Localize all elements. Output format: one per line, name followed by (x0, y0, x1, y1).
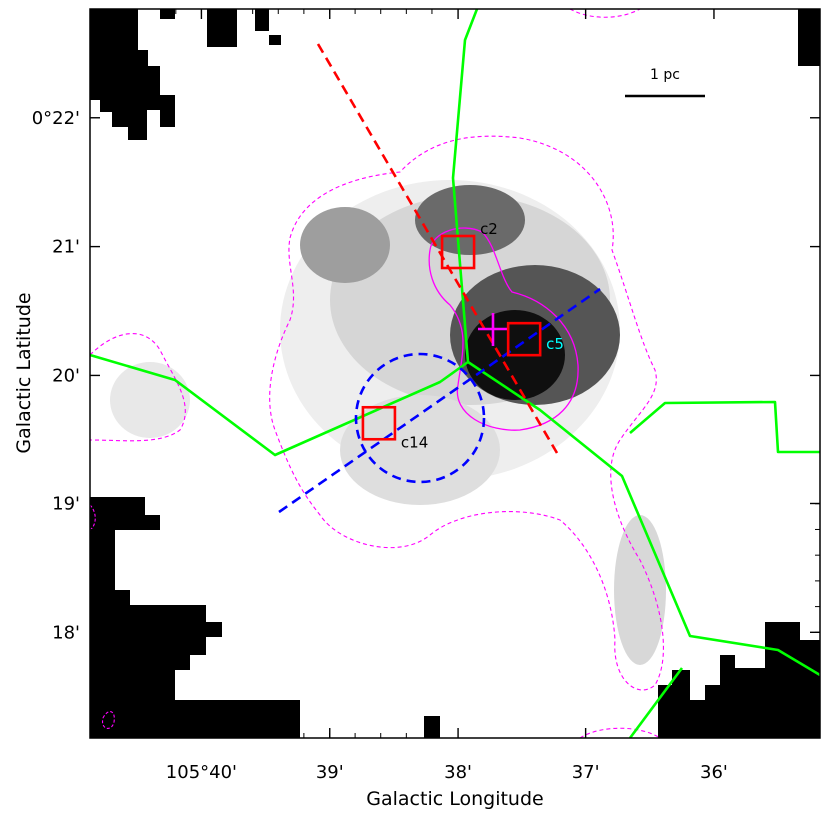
y-axis-title: Galactic Latitude (13, 292, 35, 453)
filaments (90, 9, 820, 738)
mask-top-left (90, 9, 175, 140)
scale-bar-label: 1 pc (650, 67, 680, 83)
filament-north (451, 9, 479, 363)
contour-small-corner (101, 711, 115, 729)
mask-regions (90, 9, 820, 738)
plot-frame (89, 8, 821, 739)
emission-left-lobe (300, 207, 390, 283)
contours (90, 9, 664, 738)
emission-east-tail (614, 515, 666, 665)
mask-top-spot-4 (269, 35, 281, 45)
x-tick-label: 105°40' (166, 762, 237, 783)
blue-dashed-line (278, 287, 601, 514)
sources: c2 c5 c14 (361, 220, 564, 451)
filament-bottom (628, 667, 684, 738)
filament-west (90, 353, 469, 457)
source-box-c14 (361, 405, 397, 441)
emission-south (340, 395, 500, 505)
y-tick-label: 18' (52, 622, 80, 643)
y-tick-label: 0°22' (32, 108, 80, 129)
y-tick-label: 21' (52, 237, 80, 258)
source-label-c5: c5 (546, 335, 564, 353)
y-tick-label: 20' (52, 365, 80, 386)
source-label-c2: c2 (480, 220, 498, 238)
x-tick-label: 38' (444, 762, 472, 783)
source-box-c5 (506, 321, 542, 357)
mask-top-spot-1 (160, 9, 175, 19)
mask-top-spot-3 (255, 9, 269, 31)
mask-bottom-left (90, 497, 300, 738)
contour-inner (428, 227, 579, 431)
mask-top-spot-2 (207, 9, 237, 47)
mask-bottom-spot (424, 716, 440, 738)
plot-area: c2 c5 c14 1 pc (90, 9, 820, 738)
mask-top-right (798, 9, 820, 66)
contour-top (569, 9, 641, 18)
x-tick-label: 39' (316, 762, 344, 783)
scale-bar: 1 pc (625, 67, 705, 98)
y-tick-label: 19' (52, 493, 80, 514)
contour-left-edge (90, 504, 96, 531)
source-label-c14: c14 (401, 433, 428, 451)
contour-bottom (579, 727, 661, 738)
x-tick-label: 37' (572, 762, 600, 783)
blue-dashed-circle (354, 352, 486, 484)
emission-west-tail (110, 362, 190, 438)
axes: 105°40' 39' 38' 37' 36' 0°22' 21' 20' 19' 18' (32, 9, 820, 783)
filament-southeast (467, 360, 820, 677)
filament-east (629, 400, 820, 454)
source-box-c2 (440, 234, 476, 270)
magenta-cross (478, 313, 508, 346)
contour-west (90, 333, 186, 442)
x-axis-title: Galactic Longitude (366, 788, 543, 810)
contour-outer (269, 135, 664, 691)
x-tick-label: 36' (700, 762, 728, 783)
